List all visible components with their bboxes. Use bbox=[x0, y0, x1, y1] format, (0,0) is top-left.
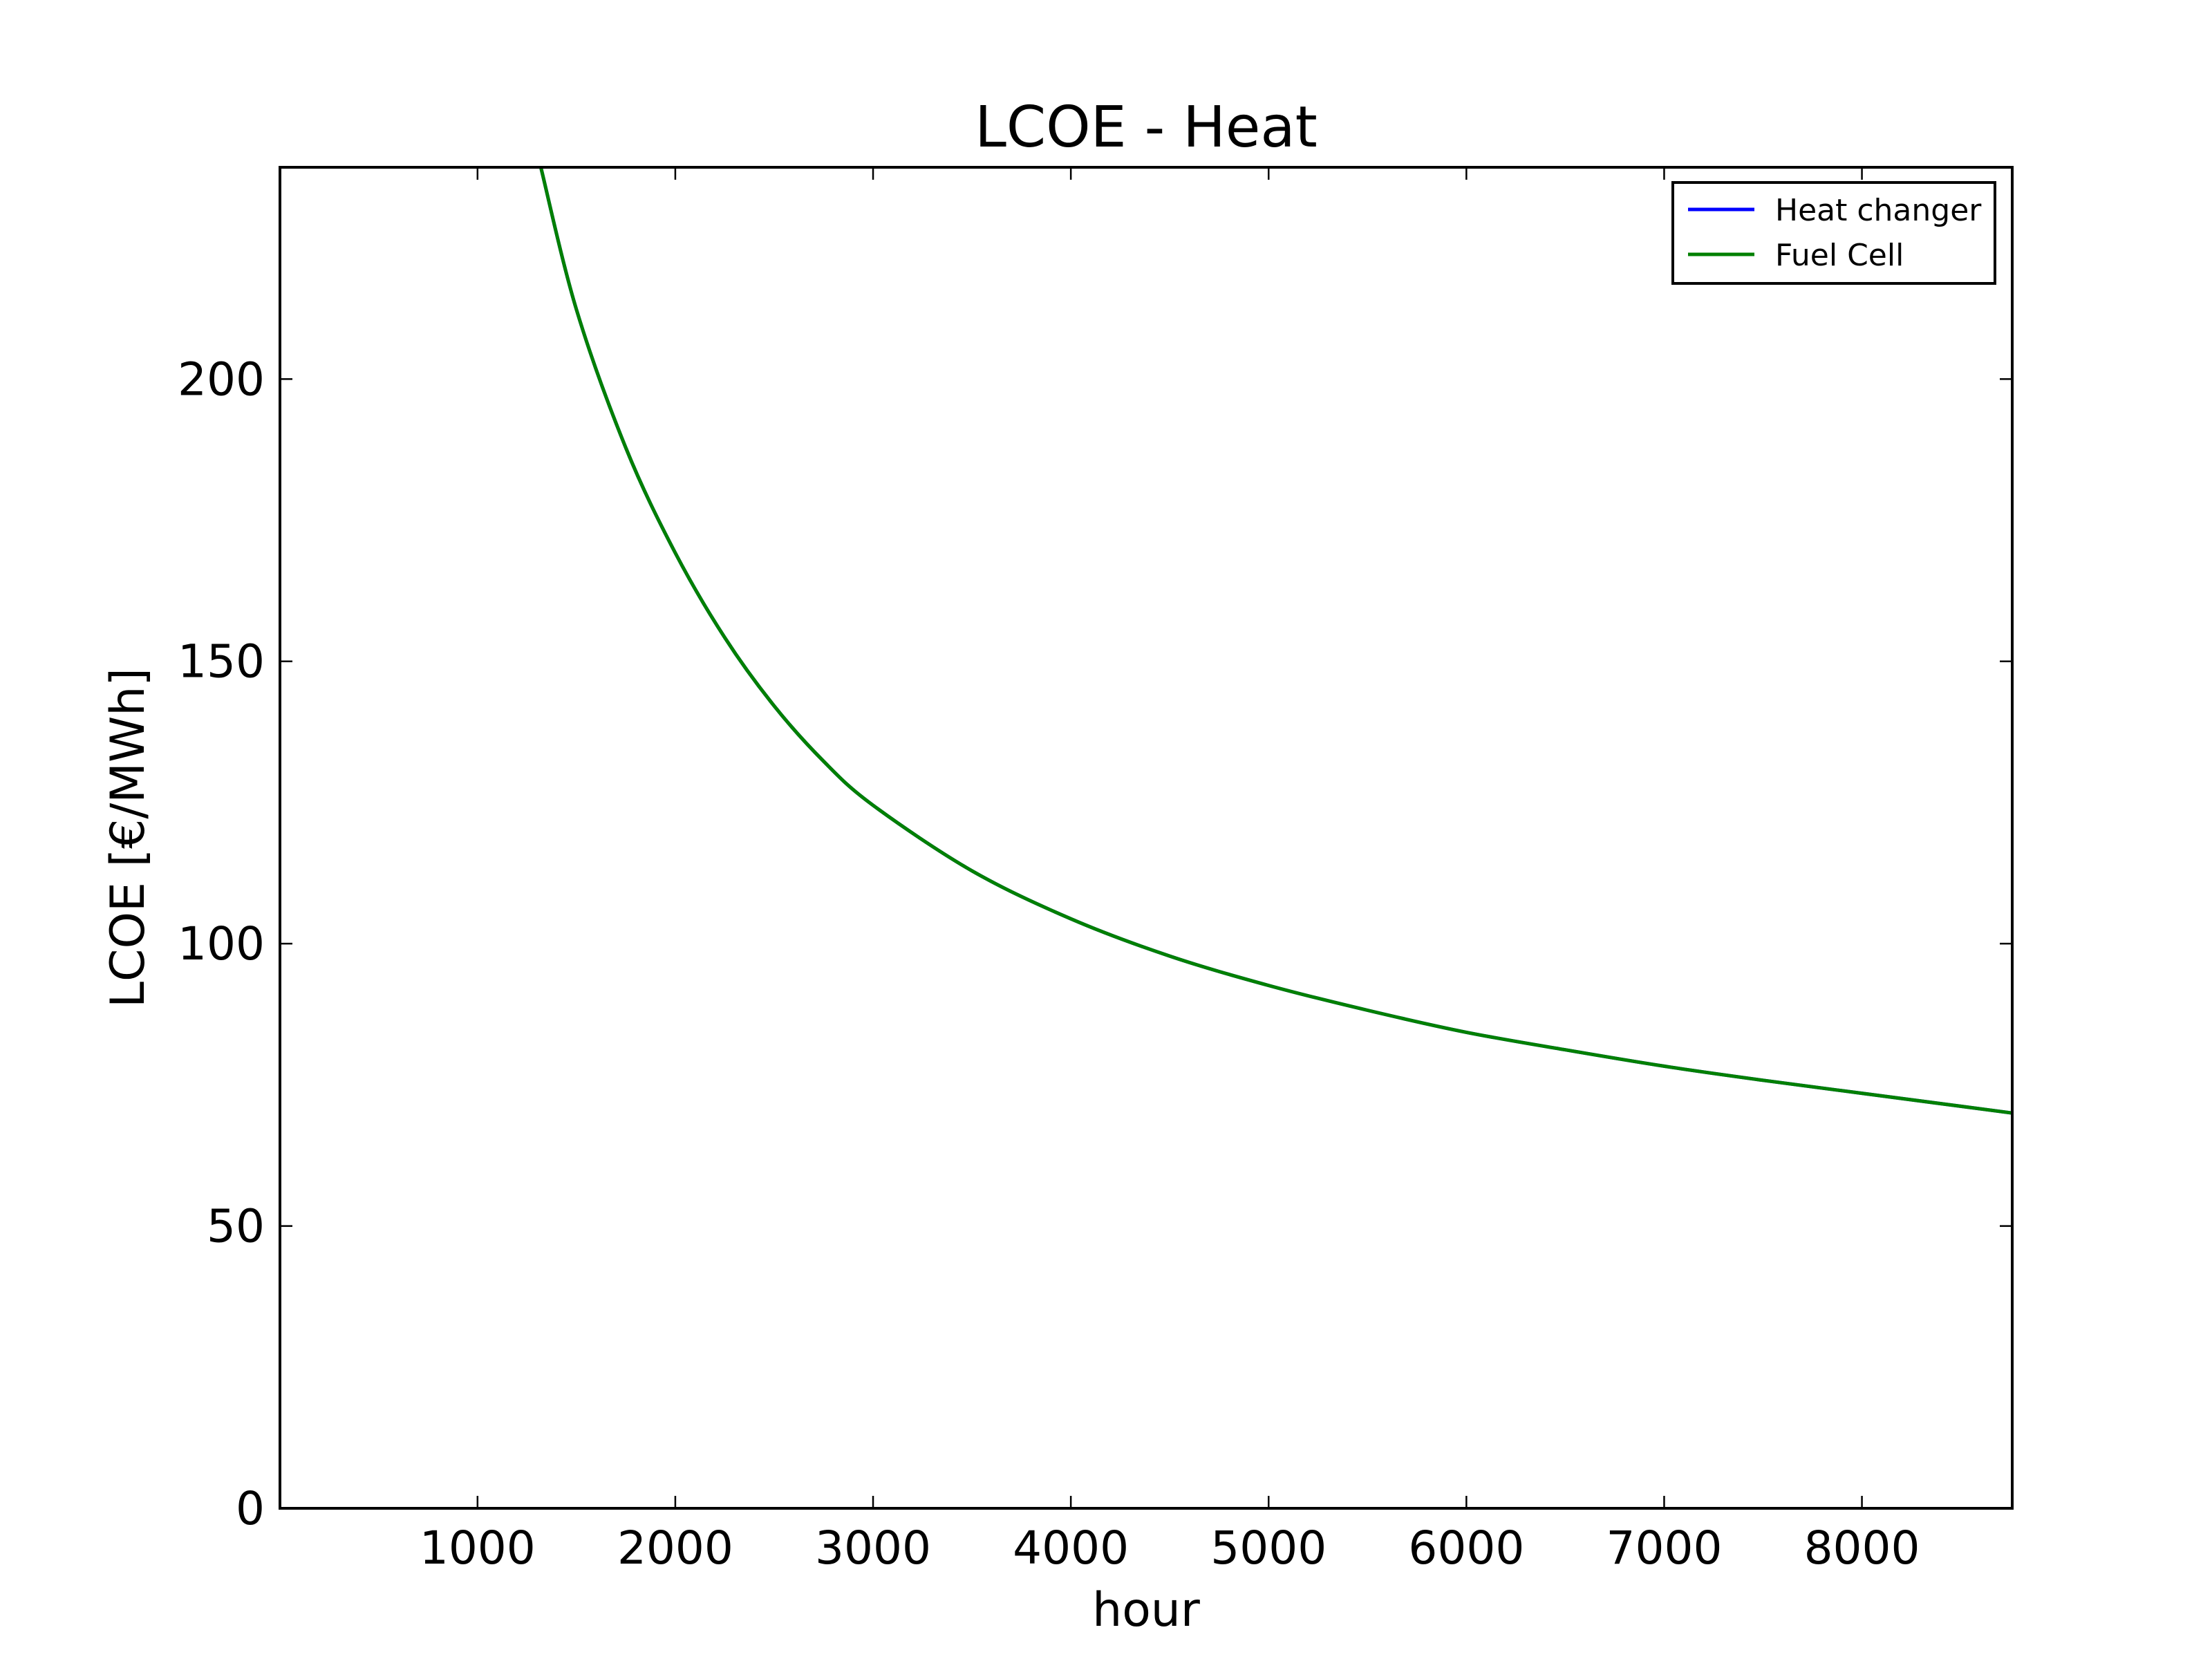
series-layer bbox=[538, 167, 2013, 1115]
series-line-fuel-cell bbox=[538, 167, 2013, 1115]
x-axis-label: hour bbox=[1092, 1583, 1200, 1638]
legend-box bbox=[1671, 181, 1996, 285]
x-tick-label: 6000 bbox=[1408, 1521, 1524, 1575]
x-tick-label: 3000 bbox=[815, 1521, 931, 1575]
x-tick-label: 5000 bbox=[1210, 1521, 1327, 1575]
y-tick-label: 100 bbox=[178, 917, 265, 971]
x-tick-label: 7000 bbox=[1606, 1521, 1722, 1575]
plot-area-frame bbox=[279, 166, 2014, 1510]
legend-label-fuel-cell: Fuel Cell bbox=[1775, 238, 1904, 273]
x-tick-label: 1000 bbox=[420, 1521, 536, 1575]
x-tick-label: 8000 bbox=[1804, 1521, 1920, 1575]
legend: Heat changer Fuel Cell bbox=[1671, 181, 1996, 285]
legend-entries: Heat changer Fuel Cell bbox=[1688, 193, 1982, 273]
y-tick-label: 200 bbox=[178, 353, 265, 406]
y-axis-ticks: 0 50 100 150 200 bbox=[178, 353, 2012, 1535]
y-axis-label: LCOE [€/MWh] bbox=[101, 668, 156, 1008]
x-tick-label: 4000 bbox=[1013, 1521, 1129, 1575]
y-tick-label: 150 bbox=[178, 635, 265, 688]
chart-title: LCOE - Heat bbox=[975, 95, 1318, 160]
x-tick-label: 2000 bbox=[617, 1521, 733, 1575]
x-axis-ticks: 1000 2000 3000 4000 5000 6000 7000 8000 bbox=[420, 167, 1920, 1575]
y-tick-label: 50 bbox=[207, 1200, 265, 1253]
y-tick-label: 0 bbox=[236, 1482, 265, 1535]
legend-label-heat-changer: Heat changer bbox=[1775, 193, 1982, 228]
